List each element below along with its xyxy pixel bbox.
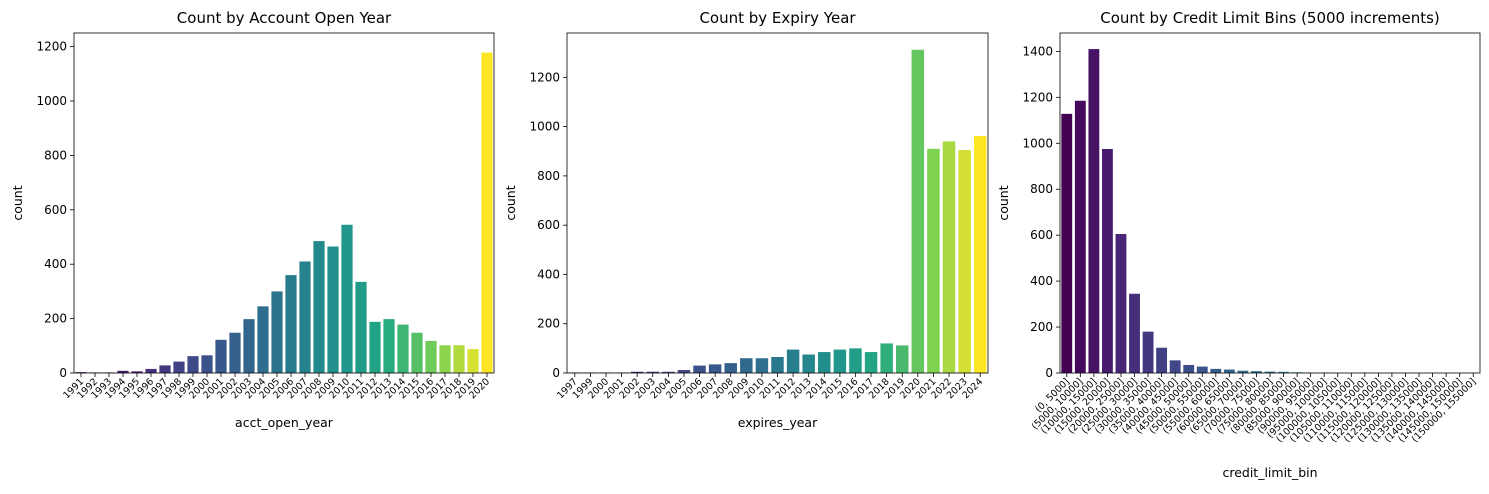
bar-2024 xyxy=(974,136,986,373)
y-tick-label: 400 xyxy=(44,257,67,271)
y-tick-label: 1200 xyxy=(1022,90,1053,104)
bar-2009 xyxy=(327,247,338,373)
bar-40000-45000 xyxy=(1170,360,1181,373)
bar-1996 xyxy=(145,369,156,373)
y-axis-label: count xyxy=(10,185,25,220)
y-tick-label: 1000 xyxy=(529,120,560,134)
y-axis-label: count xyxy=(996,185,1011,220)
y-tick-label: 1200 xyxy=(36,40,67,54)
bar-5000-10000 xyxy=(1075,101,1086,373)
bar-2023 xyxy=(958,150,970,373)
y-tick-label: 800 xyxy=(537,169,560,183)
bar-1999 xyxy=(187,356,198,373)
bar-2001 xyxy=(215,340,226,373)
bar-2009 xyxy=(740,358,752,373)
x-axis-label: expires_year xyxy=(738,415,818,430)
bar-2007 xyxy=(709,364,721,373)
y-tick-label: 400 xyxy=(537,267,560,281)
bar-2017 xyxy=(865,352,877,373)
y-tick-label: 800 xyxy=(1030,182,1053,196)
bar-2006 xyxy=(693,366,705,373)
y-tick-label: 0 xyxy=(59,366,67,380)
bar-25000-30000 xyxy=(1129,294,1140,373)
chart-title: Count by Credit Limit Bins (5000 increme… xyxy=(1100,9,1440,27)
y-tick-label: 200 xyxy=(537,317,560,331)
bar-2010 xyxy=(341,225,352,373)
bar-15000-20000 xyxy=(1102,149,1113,373)
y-tick-label: 1000 xyxy=(1022,136,1053,150)
bar-30000-35000 xyxy=(1143,332,1154,373)
bar-20000-25000 xyxy=(1116,234,1127,373)
bar-2014 xyxy=(397,325,408,373)
y-tick-label: 400 xyxy=(1030,274,1053,288)
y-tick-label: 600 xyxy=(1030,228,1053,242)
bar-2014 xyxy=(818,352,830,373)
bar-2020 xyxy=(481,53,492,373)
bar-2021 xyxy=(927,149,939,373)
bar-2008 xyxy=(724,363,736,373)
x-axis-label: credit_limit_bin xyxy=(1222,465,1317,480)
y-tick-label: 600 xyxy=(537,218,560,232)
bar-2022 xyxy=(943,141,955,373)
y-tick-label: 1400 xyxy=(1022,44,1053,58)
bar-2005 xyxy=(271,291,282,373)
bar-2005 xyxy=(678,370,690,373)
bar-2000 xyxy=(201,355,212,373)
bar-2017 xyxy=(439,345,450,373)
y-tick-label: 0 xyxy=(1045,366,1053,380)
bar-1998 xyxy=(173,362,184,373)
y-tick-label: 1200 xyxy=(529,70,560,84)
bar-2013 xyxy=(383,319,394,373)
bar-2019 xyxy=(467,349,478,373)
bar-2016 xyxy=(849,348,861,373)
bar-2007 xyxy=(299,261,310,373)
x-axis-label: acct_open_year xyxy=(235,415,334,430)
bar-2012 xyxy=(369,322,380,373)
y-tick-label: 800 xyxy=(44,148,67,162)
y-tick-label: 200 xyxy=(44,312,67,326)
chart-title: Count by Expiry Year xyxy=(699,9,856,27)
bar-2015 xyxy=(411,333,422,373)
bar-2010 xyxy=(756,358,768,373)
bar-2011 xyxy=(355,282,366,373)
bar-2011 xyxy=(771,357,783,373)
bar-2013 xyxy=(802,355,814,373)
bar-2018 xyxy=(880,343,892,373)
bar-2012 xyxy=(787,350,799,373)
y-tick-label: 0 xyxy=(552,366,560,380)
bar-2019 xyxy=(896,345,908,373)
bar-60000-65000 xyxy=(1224,370,1235,373)
y-tick-label: 1000 xyxy=(36,94,67,108)
bar-2002 xyxy=(229,333,240,373)
bar-2003 xyxy=(243,319,254,373)
y-tick-label: 200 xyxy=(1030,320,1053,334)
bar-2015 xyxy=(834,350,846,373)
bar-1997 xyxy=(159,365,170,373)
chart-title: Count by Account Open Year xyxy=(177,9,392,27)
bar-2016 xyxy=(425,341,436,373)
bar-10000-15000 xyxy=(1088,49,1099,373)
y-axis-label: count xyxy=(503,185,518,220)
bar-55000-60000 xyxy=(1210,369,1221,373)
bar-0-5000 xyxy=(1061,114,1072,373)
bar-35000-40000 xyxy=(1156,348,1167,373)
y-tick-label: 600 xyxy=(44,203,67,217)
bar-50000-55000 xyxy=(1197,367,1208,373)
bar-2018 xyxy=(453,345,464,373)
bar-2006 xyxy=(285,275,296,373)
bar-45000-50000 xyxy=(1183,365,1194,373)
bar-2008 xyxy=(313,241,324,373)
bar-2004 xyxy=(257,306,268,373)
bar-2020 xyxy=(912,50,924,373)
